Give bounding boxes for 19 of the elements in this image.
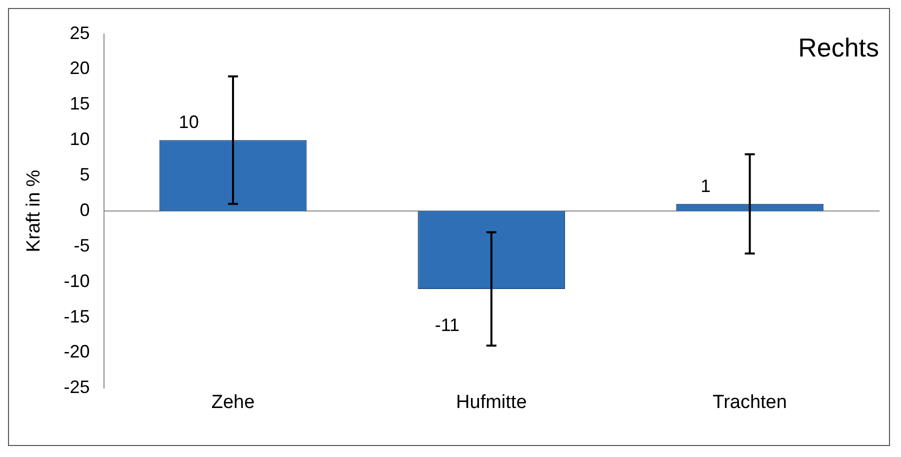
y-axis-title: Kraft in % bbox=[24, 170, 45, 252]
y-tick-label: 5 bbox=[80, 164, 90, 185]
y-tick-label: -15 bbox=[64, 306, 90, 326]
y-tick-label: 15 bbox=[70, 94, 90, 114]
x-tick-label: Zehe bbox=[211, 392, 255, 414]
y-tick-label: -25 bbox=[64, 377, 90, 398]
data-label: -11 bbox=[434, 314, 460, 335]
y-tick-label: -20 bbox=[64, 342, 90, 362]
y-tick-label: 25 bbox=[70, 22, 90, 43]
x-tick-label: Hufmitte bbox=[456, 392, 527, 414]
y-tick-label: 20 bbox=[70, 58, 90, 78]
data-label: 1 bbox=[700, 176, 711, 196]
y-tick-label: -10 bbox=[64, 270, 90, 291]
data-label: 10 bbox=[178, 112, 199, 132]
y-tick-label: 10 bbox=[70, 129, 90, 150]
chart-title: Rechts bbox=[798, 32, 879, 63]
y-tick-label: 0 bbox=[80, 200, 90, 220]
x-tick-label: Trachten bbox=[712, 392, 787, 414]
y-tick-label: -5 bbox=[74, 235, 90, 256]
